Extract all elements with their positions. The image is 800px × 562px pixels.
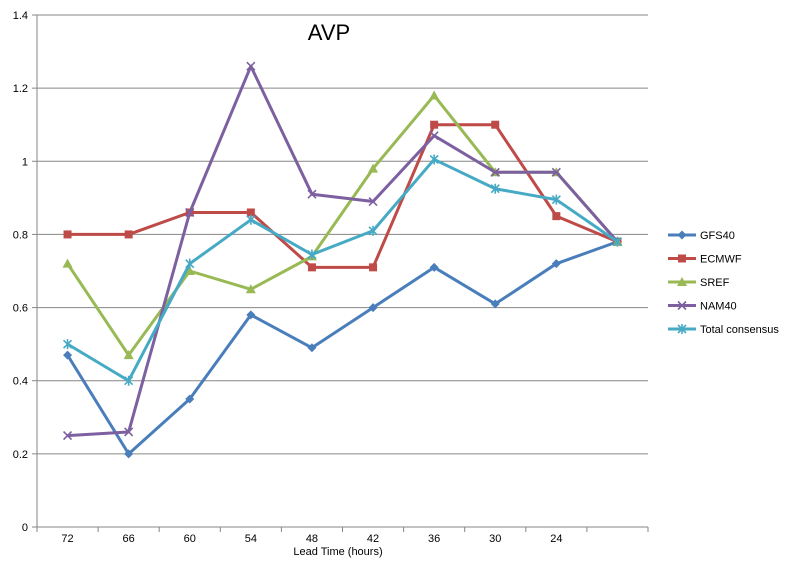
legend-label: ECMWF bbox=[700, 254, 742, 266]
data-point bbox=[185, 207, 195, 218]
x-tick-label: 54 bbox=[245, 533, 257, 545]
data-point bbox=[490, 183, 500, 194]
data-point bbox=[551, 194, 561, 205]
legend-item-nam40: NAM40 bbox=[668, 301, 737, 313]
data-point bbox=[429, 131, 439, 141]
series-line-ecmwf bbox=[67, 123, 619, 269]
legend-item-total-consensus: Total consensus bbox=[668, 324, 779, 336]
data-point bbox=[490, 299, 500, 309]
legend-marker bbox=[677, 230, 687, 240]
y-tick-label: 1 bbox=[22, 156, 28, 168]
data-point bbox=[307, 189, 317, 199]
legend-marker bbox=[677, 300, 687, 311]
data-point bbox=[307, 249, 317, 260]
x-tick-label: 72 bbox=[61, 533, 73, 545]
data-point bbox=[246, 61, 256, 71]
data-point bbox=[246, 208, 255, 217]
data-point bbox=[491, 120, 500, 129]
data-point bbox=[123, 350, 134, 360]
legend-marker bbox=[678, 254, 686, 263]
legend-item-sref: SREF bbox=[668, 277, 730, 289]
x-tick-label: 66 bbox=[123, 533, 135, 545]
y-tick-label: 1.4 bbox=[13, 10, 28, 22]
data-point bbox=[246, 310, 256, 320]
data-point bbox=[368, 303, 378, 313]
y-tick-label: 0.2 bbox=[13, 449, 28, 461]
data-point bbox=[368, 163, 379, 173]
data-point bbox=[429, 154, 439, 165]
data-point bbox=[245, 284, 256, 294]
data-point bbox=[246, 214, 256, 225]
legend-marker bbox=[677, 324, 687, 334]
x-tick-label: 36 bbox=[428, 533, 440, 545]
x-tick-labels: 72 66 60 54 48 42 36 30 24 bbox=[61, 533, 562, 545]
x-axis-title: Lead Time (hours) bbox=[293, 546, 382, 558]
data-point bbox=[551, 167, 561, 177]
data-point bbox=[184, 266, 195, 275]
series-total-consensus bbox=[62, 154, 623, 386]
y-tick-label: 0.8 bbox=[13, 229, 28, 241]
data-point bbox=[124, 449, 134, 459]
y-tick-label: 0 bbox=[22, 522, 28, 534]
legend-label: GFS40 bbox=[700, 230, 735, 242]
data-point bbox=[185, 394, 195, 404]
legend-label: SREF bbox=[700, 277, 730, 289]
x-tick-label: 42 bbox=[367, 533, 379, 545]
data-point bbox=[490, 167, 500, 177]
legend-label: Total consensus bbox=[700, 324, 779, 336]
data-point bbox=[124, 375, 134, 386]
legend-item-gfs40: GFS40 bbox=[668, 230, 735, 242]
data-point bbox=[62, 258, 73, 268]
series-group bbox=[62, 61, 623, 459]
series-line-total-consensus bbox=[66, 157, 619, 383]
data-point bbox=[124, 427, 134, 437]
data-point bbox=[62, 431, 73, 441]
data-point bbox=[307, 263, 316, 272]
data-point bbox=[552, 212, 561, 221]
data-point bbox=[307, 343, 317, 353]
axes bbox=[32, 14, 649, 532]
series-line-gfs40 bbox=[66, 240, 618, 456]
legend-item-ecmwf: ECMWF bbox=[668, 254, 742, 266]
data-point bbox=[369, 263, 378, 272]
legend-marker bbox=[677, 277, 687, 286]
legend: GFS40 ECMWF SREF NAM40 Total consensus bbox=[668, 230, 779, 336]
data-point bbox=[124, 230, 133, 239]
x-tick-label: 30 bbox=[489, 533, 501, 545]
data-point bbox=[612, 236, 623, 247]
data-point bbox=[551, 259, 561, 269]
x-tick-label: 24 bbox=[550, 533, 562, 545]
legend-label: NAM40 bbox=[700, 301, 737, 313]
y-tick-label: 0.4 bbox=[13, 376, 28, 388]
series-gfs40 bbox=[63, 237, 622, 459]
x-tick-label: 60 bbox=[184, 533, 196, 545]
y-tick-label: 1.2 bbox=[13, 83, 28, 95]
data-point bbox=[62, 339, 73, 350]
chart-title: AVP bbox=[308, 20, 350, 45]
data-point bbox=[185, 258, 195, 269]
data-point bbox=[63, 230, 72, 239]
data-point bbox=[429, 262, 439, 272]
data-point bbox=[368, 196, 378, 207]
x-tick-label: 48 bbox=[306, 533, 318, 545]
data-point bbox=[368, 225, 378, 236]
y-tick-label: 0.6 bbox=[13, 303, 28, 315]
y-tick-labels: 0 0.2 0.4 0.6 0.8 1 1.2 1.4 bbox=[13, 10, 28, 534]
data-point bbox=[429, 90, 440, 100]
gridlines bbox=[37, 14, 648, 455]
data-point bbox=[63, 350, 73, 360]
data-point bbox=[430, 120, 439, 129]
